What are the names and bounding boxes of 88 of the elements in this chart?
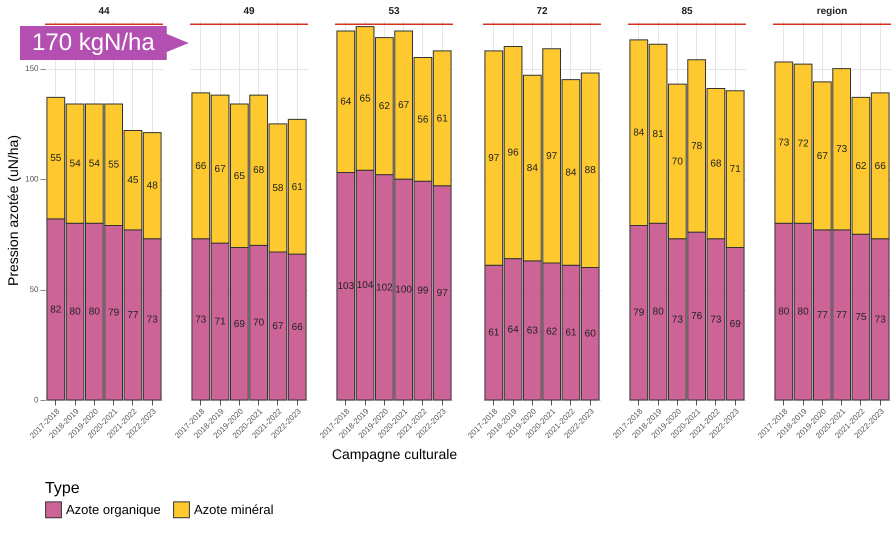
data-label: 66	[195, 160, 207, 172]
data-label: 67	[214, 164, 226, 176]
data-label: 78	[691, 140, 703, 152]
data-label: 63	[526, 325, 538, 336]
data-label: 69	[234, 318, 246, 330]
data-label: 67	[272, 320, 284, 332]
data-label: 73	[672, 314, 684, 326]
chart-title: region	[816, 6, 848, 17]
data-label: 70	[672, 156, 684, 168]
data-label: 99	[417, 286, 429, 297]
data-label: 69	[730, 318, 742, 330]
data-label: 67	[398, 100, 410, 112]
data-label: 80	[778, 306, 790, 318]
data-label: 65	[360, 93, 372, 104]
data-label: 75	[855, 312, 867, 324]
data-label: 77	[816, 310, 828, 321]
data-label: 102	[376, 282, 394, 294]
data-label: 71	[730, 164, 742, 176]
data-label: 64	[508, 324, 520, 336]
data-label: 67	[816, 150, 828, 162]
chart-title: 49	[243, 6, 255, 17]
y-tick-label: 0	[34, 396, 40, 404]
data-label: 81	[652, 128, 664, 140]
data-label: 62	[855, 160, 867, 172]
legend-label: Azote minéral	[194, 502, 274, 517]
data-label: 61	[292, 182, 304, 193]
data-label: 66	[874, 160, 886, 172]
data-label: 80	[798, 306, 810, 318]
y-tick-label: 150	[25, 64, 40, 74]
data-label: 84	[526, 163, 538, 174]
data-label: 61	[565, 328, 577, 339]
data-label: 61	[436, 113, 448, 124]
data-label: 73	[146, 314, 158, 326]
chart-title: 44	[98, 6, 110, 17]
data-label: 88	[584, 165, 596, 176]
data-label: 104	[356, 280, 374, 292]
arrow-label: 170 kgN/ha	[20, 26, 189, 60]
data-label: 73	[836, 144, 848, 156]
data-label: 61	[488, 328, 500, 339]
data-label: 97	[436, 288, 448, 299]
y-tick-label: 100	[25, 174, 40, 184]
data-label: 77	[836, 310, 848, 321]
data-label: 56	[417, 114, 429, 126]
data-label: 62	[378, 101, 390, 112]
data-label: 84	[565, 167, 577, 178]
data-label: 80	[652, 306, 664, 318]
data-label: 48	[146, 180, 158, 192]
data-label: 45	[127, 175, 139, 186]
chart-title: 53	[388, 6, 400, 17]
chart-title: 85	[681, 6, 693, 17]
data-label: 68	[710, 158, 722, 170]
legend-label: Azote organique	[66, 502, 161, 517]
data-label: 73	[195, 314, 207, 326]
data-label: 76	[691, 311, 703, 322]
data-label: 54	[88, 158, 100, 170]
data-label: 73	[710, 314, 722, 326]
data-label: 70	[253, 318, 265, 329]
data-label: 79	[633, 308, 645, 319]
data-label: 97	[546, 150, 558, 162]
data-label: 82	[50, 304, 62, 316]
data-label: 62	[546, 326, 558, 338]
x-axis-title: Campagne culturale	[332, 446, 458, 462]
legend-title: Type	[45, 480, 80, 497]
data-label: 68	[253, 165, 265, 176]
data-label: 55	[108, 160, 120, 171]
data-label: 71	[214, 316, 226, 328]
data-label: 73	[778, 138, 790, 149]
data-label: 84	[633, 128, 645, 139]
data-label: 60	[584, 328, 596, 340]
data-label: 96	[508, 148, 520, 159]
data-label: 66	[292, 322, 304, 334]
y-axis-title: Pression azotée (uN/ha)	[5, 135, 22, 286]
data-label: 97	[488, 153, 500, 164]
data-label: 80	[88, 306, 100, 318]
y-tick-label: 50	[30, 285, 40, 294]
data-label: 103	[337, 281, 355, 292]
data-label: 72	[798, 138, 810, 150]
data-label: 77	[127, 310, 139, 321]
data-label: 58	[272, 182, 284, 194]
data-label: 55	[50, 153, 62, 164]
data-label: 73	[874, 314, 886, 326]
data-label: 65	[234, 170, 246, 182]
data-label: 79	[108, 308, 120, 319]
chart-title: 72	[536, 6, 548, 17]
data-label: 64	[340, 96, 352, 108]
data-label: 100	[395, 284, 412, 296]
data-label: 54	[70, 158, 82, 170]
data-label: 80	[70, 306, 82, 318]
